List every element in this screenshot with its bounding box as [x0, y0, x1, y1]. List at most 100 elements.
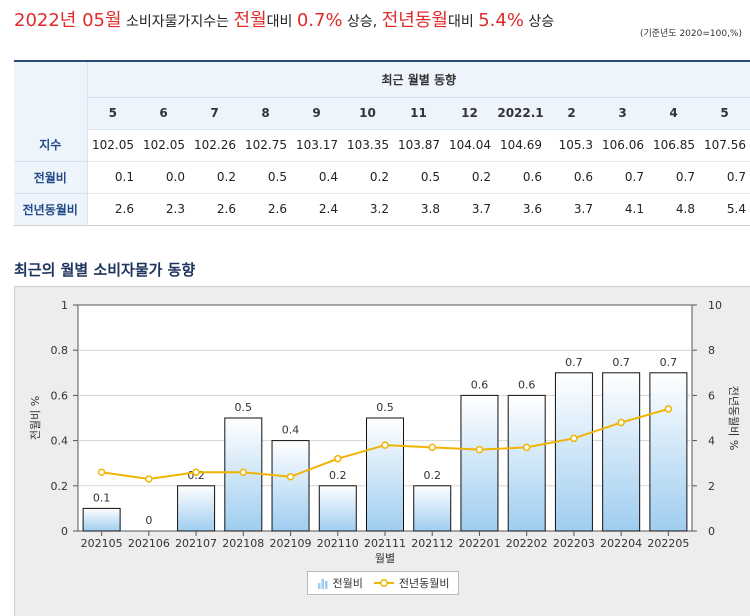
headline: 2022년 05월 소비자물가지수는 전월대비 0.7% 상승, 전년동월대비 … — [14, 6, 554, 32]
bar — [507, 394, 546, 532]
bar-value-label: 0.5 — [376, 401, 394, 414]
y-axis-title: 전월비 % — [29, 396, 42, 440]
table-cell: 2.6 — [87, 193, 138, 226]
table-cell: 3.2 — [342, 193, 393, 226]
line-point — [570, 434, 578, 443]
y2-tick-label: 10 — [708, 299, 722, 312]
bar-value-label: 0.7 — [612, 356, 630, 369]
table-row-label: 지수 — [14, 129, 88, 162]
bar-value-label: 0.6 — [518, 378, 536, 391]
table-cell: 0.2 — [444, 161, 495, 194]
x-tick-label: 202107 — [175, 537, 217, 550]
table-cell: 102.75 — [240, 129, 291, 162]
line-point — [428, 443, 436, 452]
table-month-header: 6 — [138, 97, 189, 130]
table-cell: 0.6 — [495, 161, 546, 194]
bar-value-label: 0.2 — [329, 469, 347, 482]
table-cell: 0.6 — [546, 161, 597, 194]
table-cell: 4.1 — [597, 193, 648, 226]
table-body: 지수 102.05 102.05 102.26 102.75 103.17 103.35 10… — [14, 129, 750, 226]
bar-value-label: 0.6 — [471, 378, 489, 391]
table-corner — [14, 60, 88, 129]
y2-tick-label: 8 — [708, 344, 715, 357]
legend-item-line[interactable]: 전년동월비 — [373, 575, 449, 591]
table-cell: 3.8 — [393, 193, 444, 226]
base-year-note: (기준년도 2020=100,%) — [639, 29, 742, 39]
y-tick-label: 0.2 — [51, 480, 69, 493]
table-cell: 0.0 — [138, 161, 189, 194]
table-cell: 2.3 — [138, 193, 189, 226]
x-tick-label: 202108 — [222, 537, 264, 550]
bar — [649, 372, 688, 532]
table-cell: 0.7 — [699, 161, 750, 194]
table-cell: 2.6 — [240, 193, 291, 226]
bar — [413, 485, 452, 532]
table-cell: 102.26 — [189, 129, 240, 162]
y-tick-label: 0.4 — [51, 435, 69, 448]
chart-svg: 0.100.20.50.40.20.50.20.60.60.70.70.7 00… — [29, 299, 740, 565]
headline-date: 2022년 05월 — [14, 10, 122, 31]
table-cell: 0.1 — [87, 161, 138, 194]
table-cell: 107.56 — [699, 129, 750, 162]
table-month-header: 5 — [87, 97, 138, 130]
table-cell: 3.6 — [495, 193, 546, 226]
table-cell: 103.17 — [291, 129, 342, 162]
headline-yoy-value: 5.4% — [478, 10, 524, 31]
line-point — [286, 473, 295, 481]
table-row: 전월비 0.1 0.0 0.2 0.5 0.4 0.2 0.5 0.2 0.6 0.6 0.7 0.7 0… — [14, 161, 750, 194]
bar — [366, 417, 404, 532]
x-tick-label: 202202 — [506, 537, 548, 550]
table-month-header: 7 — [189, 97, 240, 130]
table-cell: 104.04 — [444, 129, 495, 162]
chart-legend: 전월비 전년동월비 — [307, 571, 459, 595]
table-cell: 102.05 — [138, 129, 189, 162]
line-marker-icon — [373, 579, 394, 587]
table-month-header: 12 — [444, 97, 495, 130]
table-cell: 106.06 — [597, 129, 648, 162]
x-tick-label: 202205 — [647, 537, 689, 550]
x-tick-label: 202204 — [600, 537, 642, 550]
chart-panel: 0.1 0 0.2 0.5 0.4 0.2 0.5 0.2 0.6 0.6 0.7 0.7 0.7 0 0… — [14, 286, 750, 616]
table-cell: 0.7 — [648, 161, 699, 194]
bar — [554, 372, 593, 532]
line-point — [334, 454, 342, 463]
bar — [271, 440, 310, 532]
bar-value-label: 0.7 — [660, 356, 678, 369]
table-row: 지수 102.05 102.05 102.26 102.75 103.17 103.35 10… — [14, 129, 750, 162]
table-month-header: 9 — [291, 97, 342, 130]
legend-item-bar[interactable]: 전월비 — [317, 575, 363, 591]
line-point — [97, 468, 106, 476]
bar-chart-icon — [317, 579, 327, 589]
headline-rise1: 상승, — [347, 14, 378, 30]
line-point — [145, 475, 153, 483]
line-point — [381, 441, 389, 449]
bar-value-label: 0.7 — [565, 356, 583, 369]
y-tick-label: 1 — [61, 299, 68, 312]
table-group-title: 최근 월별 동향 — [87, 60, 750, 98]
bar-value-label: 0 — [145, 514, 152, 527]
y-tick-label: 0 — [61, 525, 68, 538]
bar — [460, 394, 499, 532]
x-tick-label: 202105 — [81, 537, 123, 550]
bar — [602, 372, 641, 532]
line-point — [522, 443, 531, 452]
headline-yoy-label: 전년동월 — [381, 10, 448, 31]
headline-vs1: 대비 — [266, 14, 293, 30]
table-cell: 0.5 — [240, 161, 291, 194]
table-month-header: 8 — [240, 97, 291, 130]
line-series — [97, 405, 673, 483]
x-tick-label: 202112 — [411, 537, 453, 550]
table-row: 전년동월비 2.6 2.3 2.6 2.6 2.4 3.2 3.8 3.7 3.6 3.7 4.1 4.… — [14, 193, 750, 226]
table-row-label: 전년동월비 — [14, 193, 88, 226]
x-tick-label: 202109 — [270, 537, 312, 550]
table-cell: 0.2 — [189, 161, 240, 194]
table-row-label: 전월비 — [14, 161, 88, 194]
table-month-header: 2 — [546, 97, 597, 130]
bar — [177, 485, 216, 532]
table-cell: 0.4 — [291, 161, 342, 194]
table-cell: 103.35 — [342, 129, 393, 162]
y-tick-label: 0.6 — [51, 389, 69, 402]
headline-rise2: 상승 — [528, 14, 555, 30]
bar — [82, 507, 121, 532]
y2-tick-label: 2 — [708, 480, 715, 493]
